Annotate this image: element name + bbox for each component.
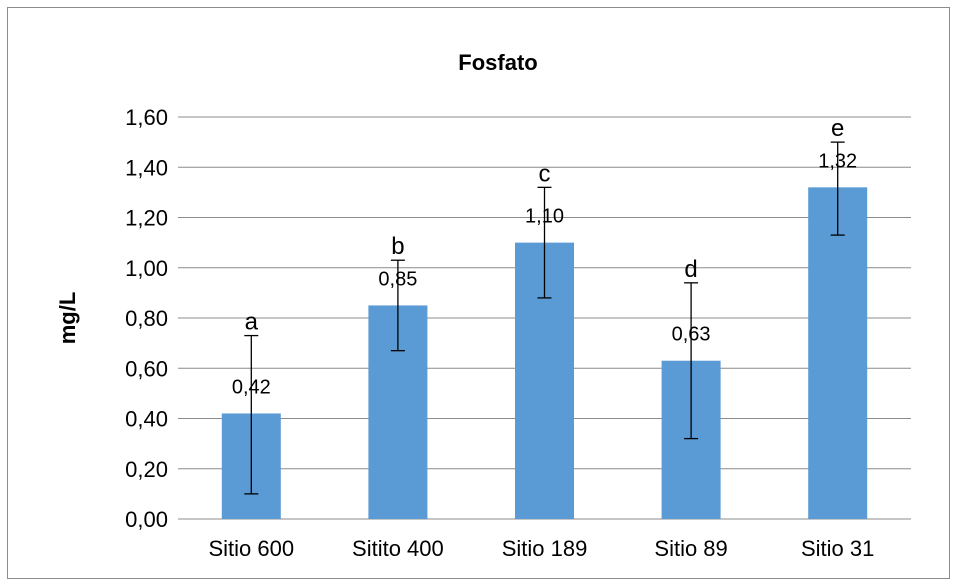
bar xyxy=(808,187,868,519)
error-bars xyxy=(244,141,845,495)
y-tick-label: 0,00 xyxy=(125,507,168,532)
data-label: 0,63 xyxy=(672,324,711,346)
y-tick-label: 1,60 xyxy=(125,105,168,130)
data-label: 1,10 xyxy=(525,206,564,228)
x-tick-label: Sitio 31 xyxy=(801,536,874,561)
y-tick-label: 0,20 xyxy=(125,457,168,482)
y-tick-label: 0,80 xyxy=(125,306,168,331)
y-tick-label: 0,40 xyxy=(125,407,168,432)
x-tick-label: Sitio 89 xyxy=(654,536,727,561)
y-tick-label: 0,60 xyxy=(125,356,168,381)
group-letter: b xyxy=(391,233,404,260)
x-tick-labels: Sitio 600 Sitito 400 Sitio 189 Sitio 89 Siti… xyxy=(208,536,874,561)
group-letter: c xyxy=(539,160,551,187)
group-letter: e xyxy=(831,115,844,142)
x-tick-label: Sitio 600 xyxy=(208,536,294,561)
y-tick-label: 1,20 xyxy=(125,206,168,231)
x-tick-label: Sitio 189 xyxy=(502,536,588,561)
group-letter: a xyxy=(245,309,259,336)
bar-chart: Fosfato mg/L 0,42 a 0,85 b 1,10 c 0,63 d 1,32 e 0… xyxy=(55,50,911,561)
chart-title: Fosfato xyxy=(458,50,537,75)
y-axis-label: mg/L xyxy=(55,292,80,345)
chart-frame: Fosfato mg/L 0,42 a 0,85 b 1,10 c 0,63 d 1,32 e 0… xyxy=(7,7,950,579)
y-tick-label: 1,40 xyxy=(125,155,168,180)
bars xyxy=(221,187,868,519)
data-label: 0,85 xyxy=(378,268,417,290)
group-letter: d xyxy=(684,256,697,283)
y-tick-labels: 0,00 0,20 0,40 0,60 0,80 1,00 1,20 1,40 1,60 xyxy=(125,105,168,532)
x-tick-label: Sitito 400 xyxy=(352,536,444,561)
data-labels: 0,42 a 0,85 b 1,10 c 0,63 d 1,32 e xyxy=(232,115,857,398)
data-label: 0,42 xyxy=(232,376,271,398)
y-tick-label: 1,00 xyxy=(125,256,168,281)
data-label: 1,32 xyxy=(818,150,857,172)
